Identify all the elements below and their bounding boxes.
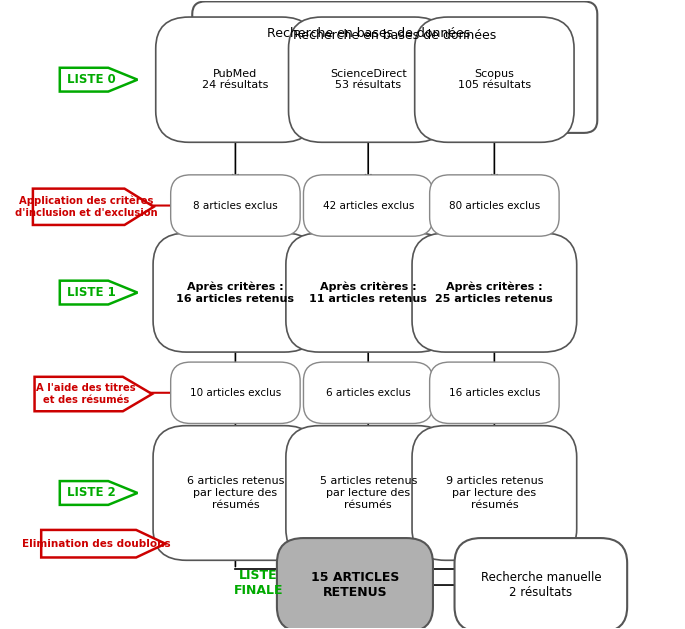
Text: 6 articles exclus: 6 articles exclus xyxy=(326,387,410,398)
Text: Après critères :
16 articles retenus: Après critères : 16 articles retenus xyxy=(177,282,295,304)
FancyBboxPatch shape xyxy=(286,426,451,560)
Text: 16 articles exclus: 16 articles exclus xyxy=(449,387,540,398)
Polygon shape xyxy=(34,377,152,411)
Text: ScienceDirect
53 résultats: ScienceDirect 53 résultats xyxy=(330,69,407,91)
Polygon shape xyxy=(41,530,165,557)
FancyBboxPatch shape xyxy=(455,538,627,629)
FancyBboxPatch shape xyxy=(429,362,559,423)
Text: Elimination des doublons: Elimination des doublons xyxy=(22,538,171,548)
FancyBboxPatch shape xyxy=(288,17,448,142)
Text: 15 ARTICLES
RETENUS: 15 ARTICLES RETENUS xyxy=(311,571,399,599)
FancyBboxPatch shape xyxy=(192,1,597,133)
Text: Recherche en bases de données: Recherche en bases de données xyxy=(266,28,470,40)
Text: 80 articles exclus: 80 articles exclus xyxy=(449,201,540,211)
Polygon shape xyxy=(60,68,138,92)
Polygon shape xyxy=(60,481,138,505)
Text: 42 articles exclus: 42 articles exclus xyxy=(323,201,414,211)
Text: 10 articles exclus: 10 articles exclus xyxy=(190,387,281,398)
FancyBboxPatch shape xyxy=(412,426,577,560)
Text: Recherche en bases de données: Recherche en bases de données xyxy=(293,60,497,74)
Text: 5 articles retenus
par lecture des
résumés: 5 articles retenus par lecture des résum… xyxy=(319,476,417,509)
FancyBboxPatch shape xyxy=(286,233,451,352)
Text: 8 articles exclus: 8 articles exclus xyxy=(193,201,278,211)
FancyBboxPatch shape xyxy=(414,17,574,142)
Text: Après critères :
25 articles retenus: Après critères : 25 articles retenus xyxy=(436,282,553,304)
Text: 9 articles retenus
par lecture des
résumés: 9 articles retenus par lecture des résum… xyxy=(446,476,543,509)
Text: Application des critères
d'inclusion et d'exclusion: Application des critères d'inclusion et … xyxy=(14,196,158,218)
FancyBboxPatch shape xyxy=(277,538,433,629)
FancyBboxPatch shape xyxy=(171,362,300,423)
Text: 6 articles retenus
par lecture des
résumés: 6 articles retenus par lecture des résum… xyxy=(187,476,284,509)
FancyBboxPatch shape xyxy=(429,175,559,237)
Text: PubMed
24 résultats: PubMed 24 résultats xyxy=(202,69,269,91)
Text: LISTE 1: LISTE 1 xyxy=(67,286,116,299)
Polygon shape xyxy=(33,189,153,225)
FancyBboxPatch shape xyxy=(171,175,300,237)
Text: LISTE 2: LISTE 2 xyxy=(67,486,116,499)
FancyBboxPatch shape xyxy=(153,233,318,352)
Text: LISTE 0: LISTE 0 xyxy=(67,73,116,86)
Text: A l'aide des titres
et des résumés: A l'aide des titres et des résumés xyxy=(36,383,136,405)
Text: Scopus
105 résultats: Scopus 105 résultats xyxy=(458,69,531,91)
FancyBboxPatch shape xyxy=(303,362,433,423)
Polygon shape xyxy=(60,281,138,304)
FancyBboxPatch shape xyxy=(303,175,433,237)
Text: LISTE
FINALE: LISTE FINALE xyxy=(234,569,284,596)
FancyBboxPatch shape xyxy=(153,426,318,560)
Text: Recherche manuelle
2 résultats: Recherche manuelle 2 résultats xyxy=(481,571,601,599)
FancyBboxPatch shape xyxy=(412,233,577,352)
Text: Recherche en bases de données: Recherche en bases de données xyxy=(293,30,497,42)
Text: Après critères :
11 articles retenus: Après critères : 11 articles retenus xyxy=(309,282,427,304)
FancyBboxPatch shape xyxy=(155,17,315,142)
